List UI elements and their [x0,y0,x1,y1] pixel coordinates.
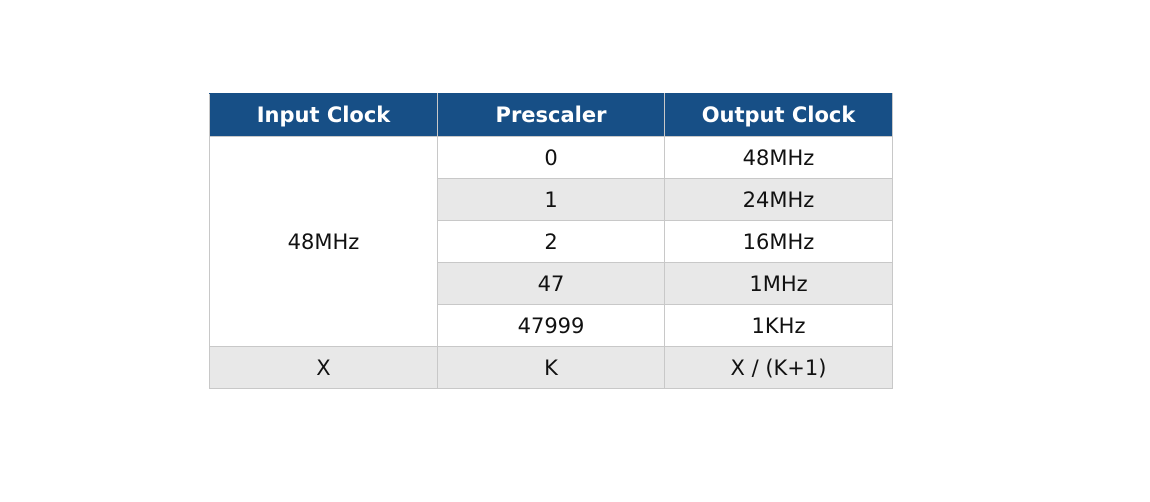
output-clock-cell: 1KHz [664,304,893,347]
formula-prescaler-cell: K [437,346,665,389]
prescaler-cell: 47 [437,262,665,305]
prescaler-cell: 1 [437,178,665,221]
output-clock-cell: 48MHz [664,136,893,179]
table-row: 1 24MHz [210,178,893,221]
formula-input-cell: X [209,346,438,389]
formula-output-cell: X / (K+1) [664,346,893,389]
table-row: 2 16MHz [210,220,893,263]
table-row: 48MHz 0 48MHz [209,136,893,347]
header-prescaler: Prescaler [437,93,665,137]
output-clock-cell: 1MHz [664,262,893,305]
output-clock-cell: 24MHz [664,178,893,221]
prescaler-cell: 2 [437,220,665,263]
header-input-clock: Input Clock [209,93,438,137]
prescaler-cell: 0 [437,136,665,179]
input-clock-cell: 48MHz [209,136,438,347]
header-output-clock: Output Clock [664,93,893,137]
prescaler-table: Input Clock Prescaler Output Clock 48MHz… [209,93,893,389]
table-row: 47999 1KHz [210,304,893,347]
prescaler-cell: 47999 [437,304,665,347]
formula-row: X K X / (K+1) [209,346,893,389]
output-clock-cell: 16MHz [664,220,893,263]
table-header-row: Input Clock Prescaler Output Clock [209,93,893,137]
table-row: 47 1MHz [210,262,893,305]
